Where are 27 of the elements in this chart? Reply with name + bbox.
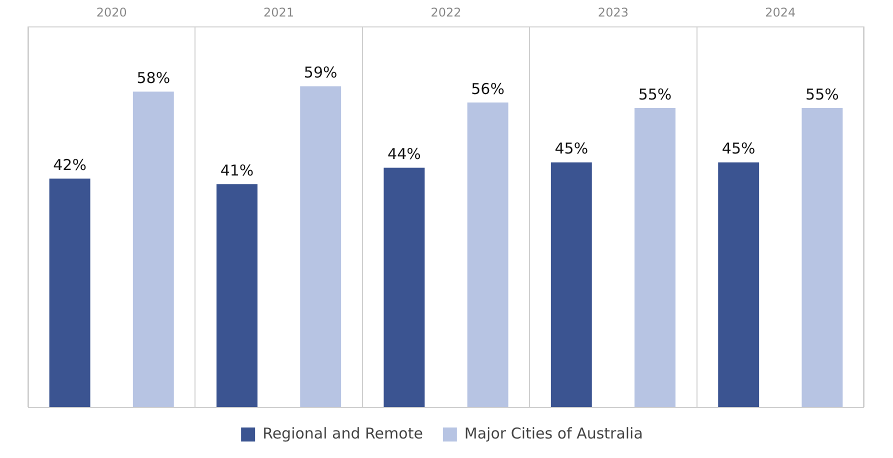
bar [384, 168, 425, 407]
data-label: 59% [304, 64, 338, 82]
data-label: 58% [136, 69, 170, 88]
x-tick-label: 2021 [264, 5, 294, 20]
bar [634, 108, 676, 407]
bar [216, 184, 258, 407]
bar [718, 162, 760, 407]
data-label: 41% [220, 161, 254, 180]
data-label: 45% [722, 140, 756, 158]
data-label: 56% [471, 80, 504, 98]
data-label: 42% [53, 156, 86, 174]
bar [132, 92, 174, 407]
legend-label: Regional and Remote [262, 424, 423, 442]
bar [467, 102, 508, 407]
bar [49, 178, 90, 407]
x-tick-label: 2023 [598, 5, 628, 20]
bar [300, 86, 342, 407]
data-label: 55% [806, 85, 839, 104]
data-label: 55% [638, 85, 672, 104]
data-label: 44% [388, 145, 421, 164]
x-tick-label: 2022 [430, 5, 462, 20]
bar [802, 108, 843, 407]
x-tick-label: 2020 [96, 5, 127, 20]
bar [550, 162, 592, 407]
data-label: 45% [554, 140, 588, 158]
x-tick-label: 2024 [765, 5, 796, 20]
legend-label: Major Cities of Australia [464, 424, 643, 442]
